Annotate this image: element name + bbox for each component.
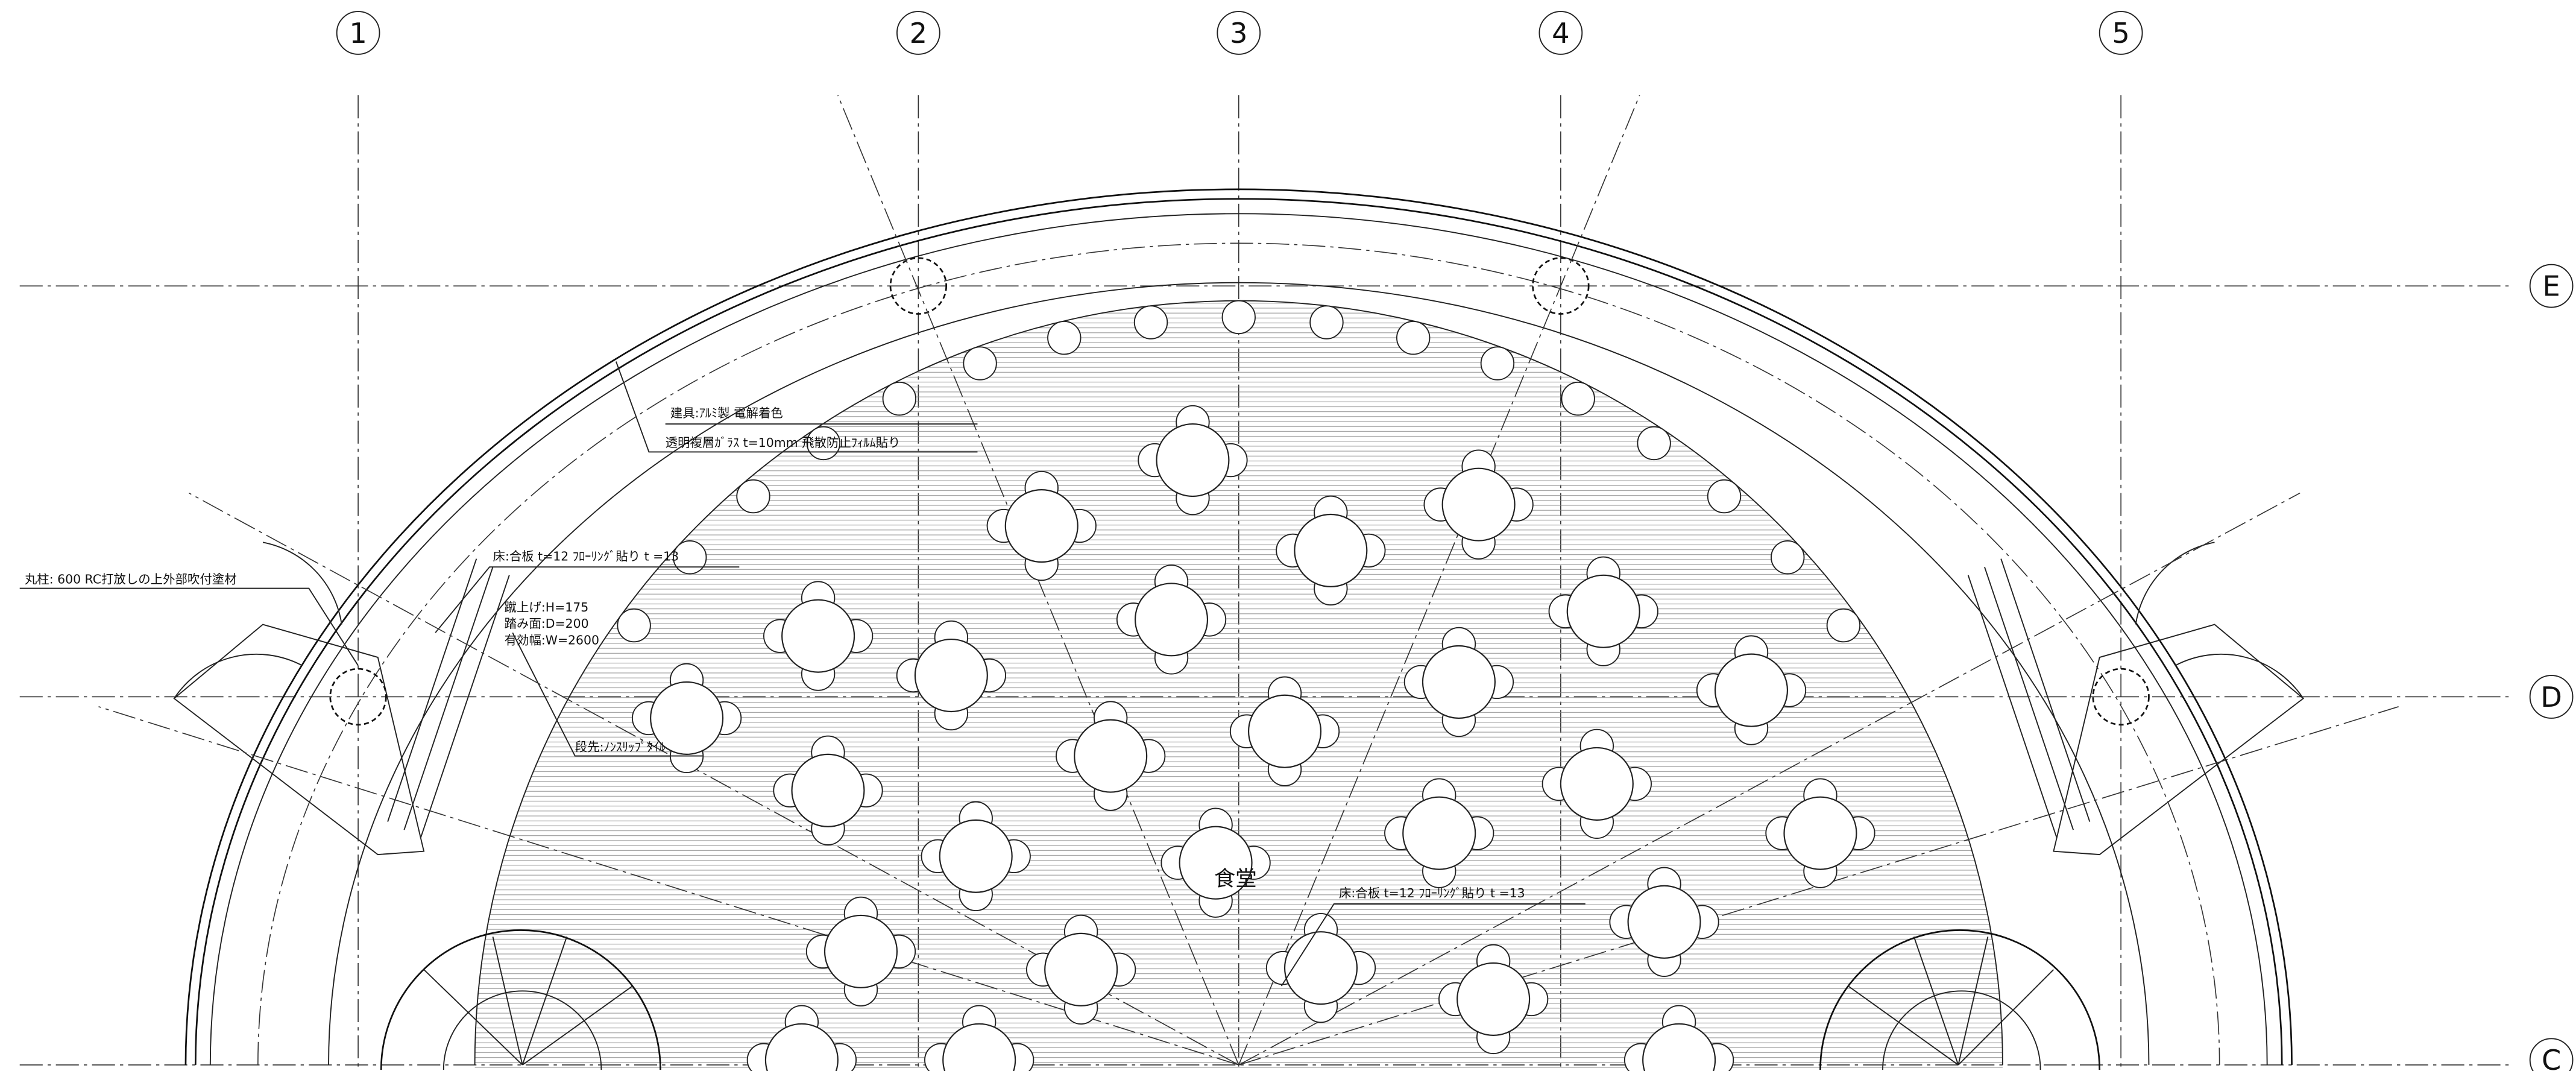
table bbox=[1044, 932, 1118, 1006]
table bbox=[1627, 885, 1701, 959]
grid-label: 4 bbox=[1552, 17, 1569, 49]
tables bbox=[617, 300, 1875, 1071]
table bbox=[1248, 694, 1322, 768]
annotation: 建具:ｱﾙﾐ製 電解着色 bbox=[670, 406, 783, 420]
perimeter-seat bbox=[1561, 381, 1595, 416]
grid-label: D bbox=[2540, 681, 2562, 713]
annotation: 丸柱: 600 RC打放しの上外部吹付塗材 bbox=[25, 572, 237, 586]
grid-label: C bbox=[2542, 1044, 2561, 1071]
annotation: 踏み面:D=200 bbox=[505, 616, 589, 631]
annotation: 床:合板 t=12 ﾌﾛｰﾘﾝｸﾞ貼り t =13 bbox=[493, 549, 679, 563]
table bbox=[1422, 645, 1496, 719]
grid-bubbles bbox=[336, 11, 2574, 1071]
perimeter-seat bbox=[1637, 426, 1671, 461]
annotation: 段先:ﾉﾝｽﾘｯﾌﾟﾀｲﾙ bbox=[575, 739, 666, 754]
table bbox=[650, 681, 724, 755]
grid-label: E bbox=[2542, 270, 2560, 303]
table bbox=[781, 599, 855, 673]
perimeter-seat bbox=[882, 381, 917, 416]
perimeter-seat bbox=[1826, 608, 1861, 643]
perimeter-seat bbox=[1133, 305, 1168, 340]
perimeter-seat bbox=[673, 540, 707, 575]
annotation: 有効幅:W=2600 bbox=[505, 633, 599, 647]
leaders bbox=[19, 361, 1586, 987]
grid-label: 5 bbox=[2112, 17, 2129, 49]
walls bbox=[173, 188, 2305, 1065]
perimeter-seat bbox=[1047, 321, 1082, 355]
table bbox=[824, 914, 898, 988]
perimeter-seat bbox=[617, 608, 651, 643]
table bbox=[1441, 467, 1516, 542]
perimeter-seat bbox=[1480, 346, 1515, 381]
table bbox=[1283, 931, 1358, 1005]
table bbox=[1074, 719, 1148, 793]
perimeter-seat bbox=[1707, 479, 1742, 514]
table bbox=[791, 753, 865, 827]
table bbox=[914, 639, 988, 713]
table bbox=[1402, 796, 1476, 870]
annotation: 透明複層ｶﾞﾗｽ t=10mm 飛散防止ﾌｨﾙﾑ貼り bbox=[666, 435, 901, 450]
columns bbox=[329, 257, 2150, 726]
grid-label: 3 bbox=[1230, 17, 1247, 49]
table bbox=[1294, 513, 1368, 587]
table bbox=[1456, 962, 1531, 1036]
perimeter-seat bbox=[1771, 540, 1805, 575]
table bbox=[1004, 489, 1079, 563]
perimeter-seat bbox=[963, 346, 997, 381]
perimeter-seat bbox=[1221, 300, 1256, 335]
table bbox=[764, 1023, 839, 1071]
table bbox=[942, 1023, 1016, 1071]
stairs bbox=[380, 929, 2101, 1070]
table bbox=[939, 819, 1013, 893]
perimeter-seat bbox=[1309, 305, 1344, 340]
table bbox=[1642, 1023, 1716, 1071]
table bbox=[1560, 747, 1634, 821]
annotation: 蹴上げ:H=175 bbox=[505, 600, 589, 614]
table bbox=[1134, 583, 1209, 657]
annotation: 床:合板 t=12 ﾌﾛｰﾘﾝｸﾞ貼り t =13 bbox=[1339, 886, 1525, 900]
table bbox=[1179, 826, 1253, 900]
table bbox=[1566, 574, 1640, 648]
grid-label: 1 bbox=[349, 17, 367, 49]
perimeter-seat bbox=[736, 479, 770, 514]
table bbox=[1714, 653, 1789, 727]
perimeter-seat bbox=[1396, 321, 1431, 355]
table bbox=[1783, 796, 1857, 870]
room-name: 食堂 bbox=[1214, 867, 1257, 891]
table bbox=[1156, 423, 1230, 498]
radial-lines bbox=[98, 95, 2399, 1066]
grid-label: 2 bbox=[910, 17, 927, 49]
